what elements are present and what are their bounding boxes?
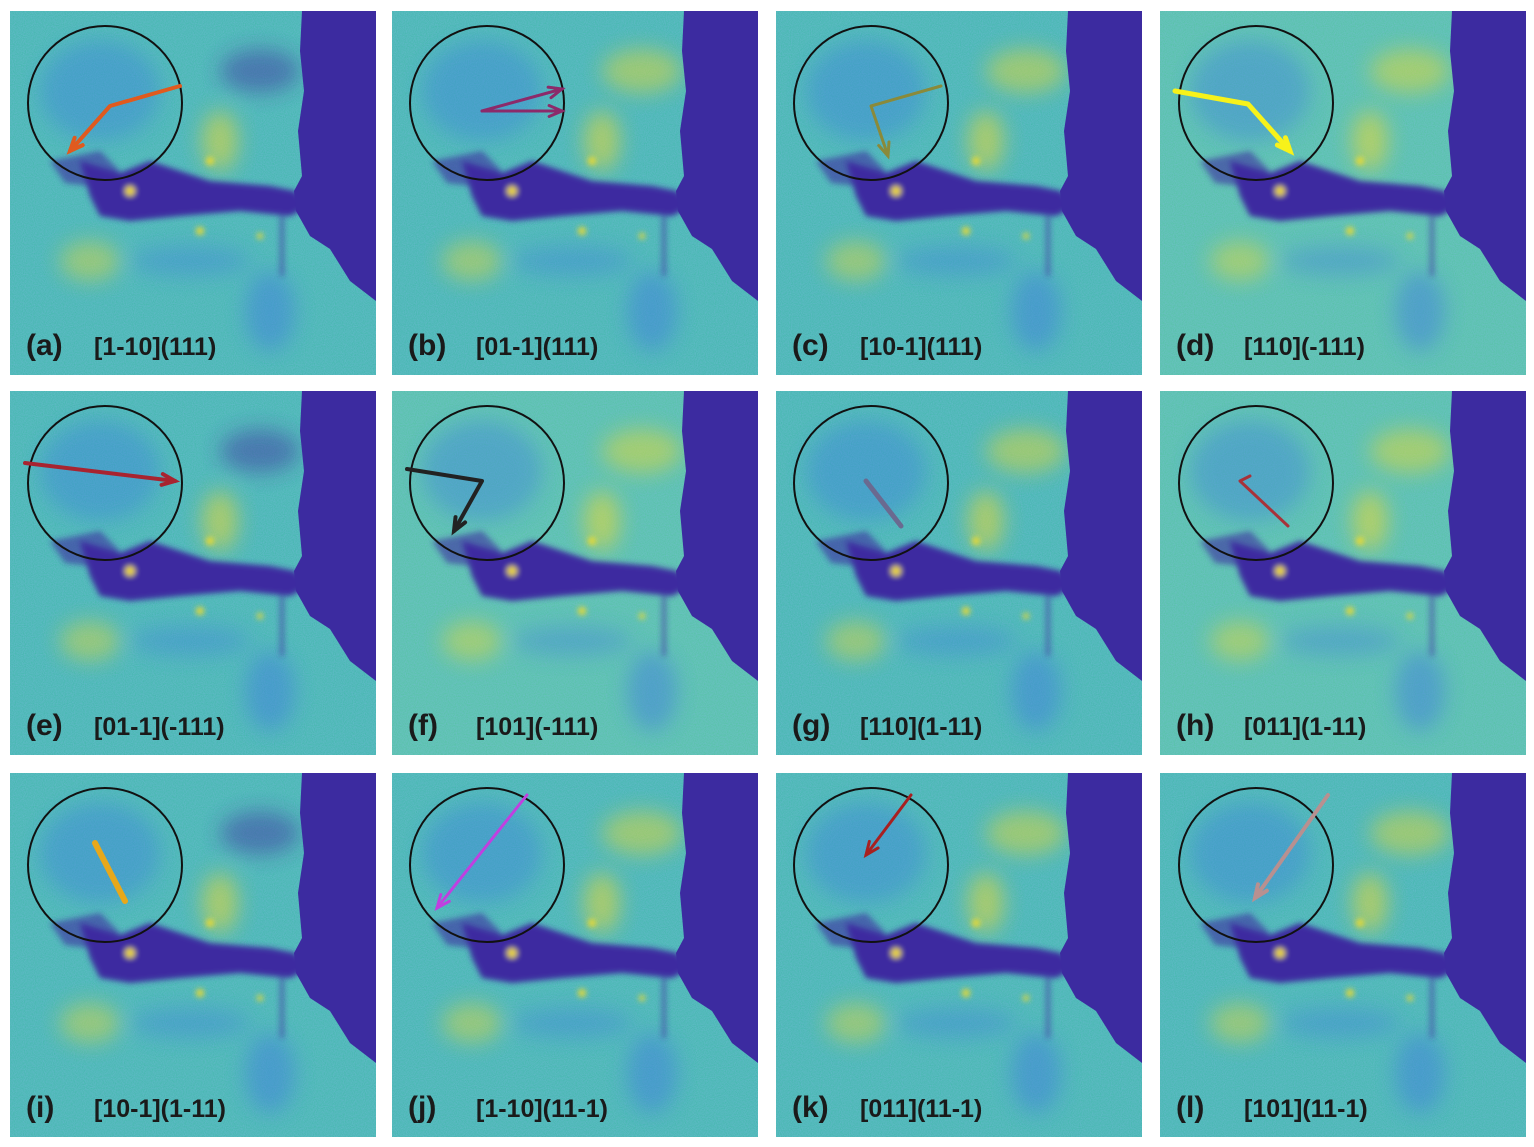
slip-system-caption: [011](1-11) — [1244, 713, 1367, 741]
panel-f: (f) [101](-111) — [392, 391, 758, 755]
slip-system-caption: [1-10](111) — [94, 333, 217, 361]
orientation-map-image — [776, 391, 1142, 755]
slip-system-caption: [01-1](-111) — [94, 713, 225, 741]
orientation-map-image — [10, 391, 376, 755]
orientation-map-image — [1160, 773, 1526, 1137]
panel-id-label: (b) — [408, 329, 447, 362]
panel-id-label: (j) — [408, 1091, 437, 1124]
panel-l: (l) [101](11-1) — [1160, 773, 1526, 1137]
slip-direction-arrow — [405, 405, 565, 561]
slip-direction-arrow — [27, 787, 183, 943]
panel-id-label: (d) — [1176, 329, 1215, 362]
panel-id-label: (k) — [792, 1091, 829, 1124]
orientation-map-image — [776, 11, 1142, 375]
panel-b: (b) [01-1](111) — [392, 11, 758, 375]
panel-e: (e) [01-1](-111) — [10, 391, 376, 755]
slip-system-caption: [10-1](111) — [860, 333, 983, 361]
orientation-map-image — [10, 11, 376, 375]
slip-system-caption: [011](11-1) — [860, 1095, 983, 1123]
panel-id-label: (e) — [26, 709, 63, 742]
slip-direction-arrow — [793, 405, 949, 561]
panel-id-label: (f) — [408, 709, 438, 742]
slip-direction-arrow — [793, 787, 949, 943]
slip-direction-arrow — [409, 25, 566, 181]
slip-direction-arrow — [27, 25, 183, 181]
orientation-map-image — [1160, 391, 1526, 755]
panel-id-label: (a) — [26, 329, 63, 362]
panel-k: (k) [011](11-1) — [776, 773, 1142, 1137]
orientation-map-image — [776, 773, 1142, 1137]
slip-direction-arrow — [793, 25, 949, 181]
panel-id-label: (g) — [792, 709, 831, 742]
slip-direction-arrow — [409, 787, 565, 943]
slip-system-caption: [110](-111) — [1244, 333, 1365, 361]
panel-i: (i) [10-1](1-11) — [10, 773, 376, 1137]
orientation-map-image — [10, 773, 376, 1137]
slip-direction-arrow — [1178, 787, 1334, 943]
orientation-map-image — [1160, 11, 1526, 375]
panel-j: (j) [1-10](11-1) — [392, 773, 758, 1137]
slip-system-caption: [101](-111) — [476, 713, 599, 741]
slip-system-caption: [101](11-1) — [1244, 1095, 1368, 1123]
slip-system-caption: [01-1](111) — [476, 333, 599, 361]
panel-id-label: (i) — [26, 1091, 55, 1124]
panel-id-label: (l) — [1176, 1091, 1205, 1124]
slip-system-caption: [1-10](11-1) — [476, 1095, 608, 1123]
slip-direction-arrow — [1178, 405, 1334, 561]
panel-a: (a) [1-10](111) — [10, 11, 376, 375]
slip-direction-arrow — [1172, 25, 1334, 181]
slip-system-caption: [10-1](1-11) — [94, 1095, 226, 1123]
panel-id-label: (c) — [792, 329, 829, 362]
orientation-map-image — [392, 11, 758, 375]
panel-h: (h) [011](1-11) — [1160, 391, 1526, 755]
slip-system-caption: [110](1-11) — [860, 713, 983, 741]
slip-direction-arrow — [23, 405, 183, 561]
orientation-map-image — [392, 391, 758, 755]
panel-c: (c) [10-1](111) — [776, 11, 1142, 375]
panel-id-label: (h) — [1176, 709, 1215, 742]
panel-d: (d) [110](-111) — [1160, 11, 1526, 375]
panel-g: (g) [110](1-11) — [776, 391, 1142, 755]
orientation-map-image — [392, 773, 758, 1137]
